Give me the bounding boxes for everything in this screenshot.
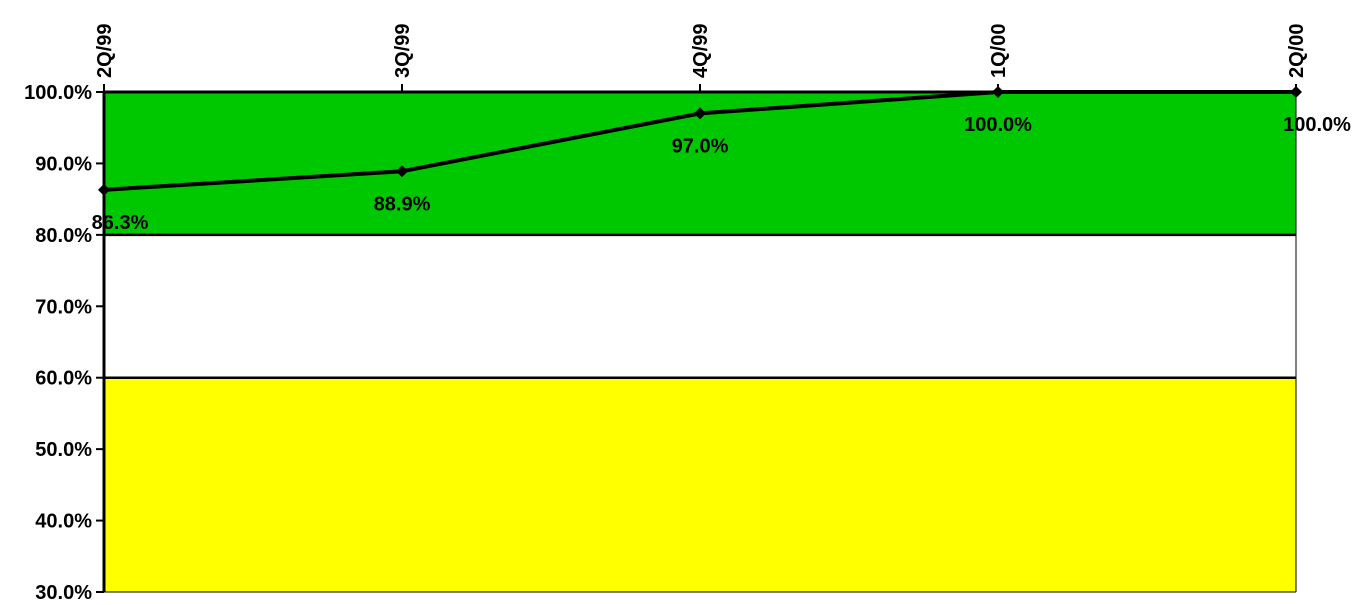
y-tick-label: 30.0% — [35, 582, 92, 604]
data-labels: 86.3% 88.9% 97.0% 100.0% 100.0% — [92, 114, 1351, 234]
data-point-marker — [98, 183, 110, 196]
band-2 — [104, 377, 1296, 592]
y-tick-label: 40.0% — [35, 511, 92, 533]
y-tick-label: 90.0% — [35, 153, 92, 175]
x-tick-label: 4Q/99 — [690, 24, 712, 78]
y-tick-label: 50.0% — [35, 439, 92, 461]
x-axis-ticks: 2Q/99 3Q/99 4Q/99 1Q/00 2Q/00 — [94, 24, 1308, 92]
y-tick-label: 60.0% — [35, 368, 92, 390]
y-axis-ticks: 30.0% 40.0% 50.0% 60.0% 70.0% 80.0% 90.0% 100.0… — [24, 82, 104, 604]
data-label: 86.3% — [92, 212, 149, 234]
data-point-marker — [992, 86, 1004, 98]
data-label: 97.0% — [672, 135, 729, 157]
data-markers — [98, 86, 1302, 196]
data-label: 100.0% — [964, 114, 1032, 136]
x-tick-label: 2Q/00 — [1286, 24, 1308, 78]
x-tick-label: 2Q/99 — [94, 24, 116, 78]
data-label: 88.9% — [374, 193, 431, 215]
band-1 — [104, 234, 1296, 378]
x-tick-label: 1Q/00 — [988, 24, 1010, 78]
x-tick-label: 3Q/99 — [392, 24, 414, 78]
threshold-bands — [104, 92, 1296, 592]
data-point-marker — [1290, 86, 1302, 98]
y-tick-label: 70.0% — [35, 296, 92, 318]
y-tick-label: 80.0% — [35, 225, 92, 247]
data-point-marker — [694, 107, 706, 120]
y-tick-label: 100.0% — [24, 82, 92, 104]
data-point-marker — [396, 165, 408, 178]
data-label: 100.0% — [1283, 114, 1351, 136]
